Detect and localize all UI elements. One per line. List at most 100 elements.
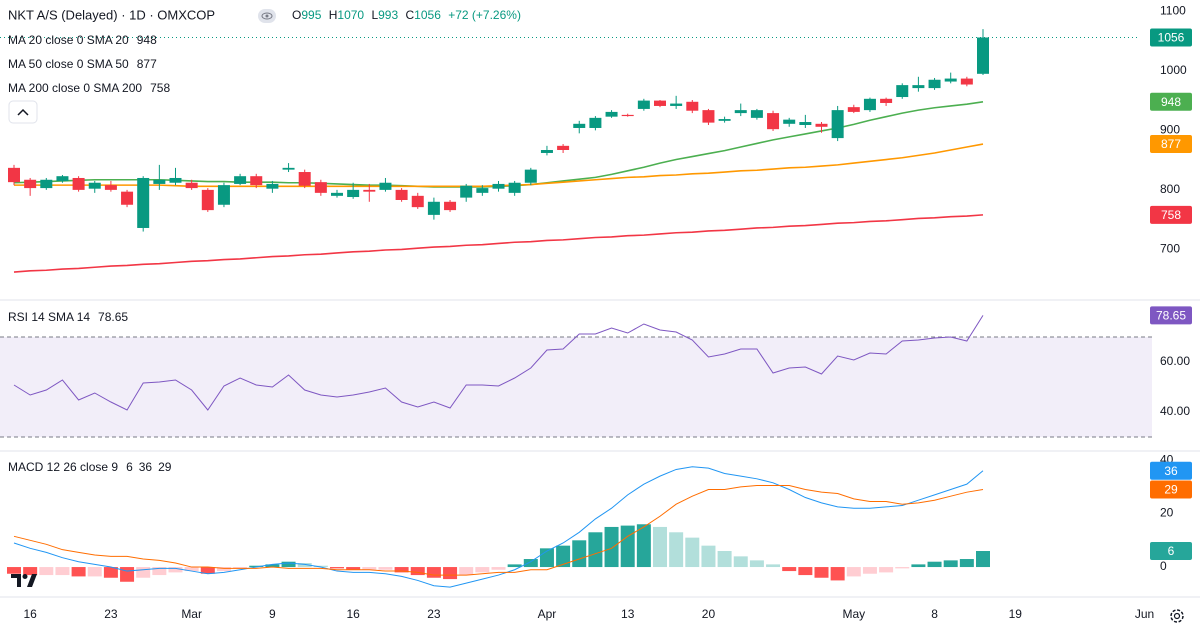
candle-body: [783, 119, 796, 124]
histogram-bar: [862, 567, 877, 574]
histogram-bar: [911, 564, 926, 568]
x-tick-label: Apr: [538, 607, 557, 621]
candle-body: [508, 182, 521, 193]
histogram-bar: [943, 560, 958, 568]
histogram-bar: [55, 567, 70, 576]
open-label: O: [292, 8, 301, 22]
x-tick-label: May: [842, 607, 865, 621]
histogram-bar: [394, 567, 409, 573]
legend-name: MA 50 close 0 SMA 50: [8, 57, 129, 71]
candle-body: [88, 182, 101, 189]
candle-body: [767, 113, 780, 130]
chart-title: NKT A/S (Delayed) · 1D · OMXCOP: [8, 7, 215, 22]
candle-body: [137, 177, 150, 228]
candle-body: [72, 177, 85, 190]
ma-value-label-box: [1150, 205, 1192, 224]
y-tick-label: 60.00: [1160, 354, 1190, 368]
histogram-bar: [152, 567, 167, 576]
histogram-bar: [653, 526, 667, 568]
ma-value-label-box: [1150, 92, 1192, 111]
legend-value: 948: [137, 33, 157, 47]
histogram-bar: [572, 540, 587, 568]
histogram-bar: [249, 565, 264, 568]
histogram-bar: [766, 564, 781, 568]
change: +72 (+7.26%): [448, 8, 521, 22]
candle-body: [524, 169, 537, 183]
histogram-bar: [103, 567, 118, 578]
candle-body: [169, 177, 182, 183]
ma-value-label-box: [1150, 135, 1192, 154]
histogram-bar: [378, 567, 393, 570]
histogram-bar: [491, 567, 506, 570]
candle-body: [702, 110, 715, 123]
histogram-bar: [507, 564, 522, 568]
histogram-bar: [927, 561, 942, 568]
ohlc-readout: O995 H1070 L993 C1056 +72 (+7.26%): [292, 8, 521, 22]
candle-body: [250, 176, 263, 186]
histogram-bar: [814, 567, 829, 578]
histogram-bar: [184, 567, 199, 572]
candle-body: [185, 182, 198, 189]
candle-body: [944, 78, 957, 82]
collapse-legend-button[interactable]: [8, 100, 38, 124]
indicator-value-label: 36: [1164, 464, 1178, 478]
high-value: 1070: [337, 8, 364, 22]
candle-body: [718, 119, 731, 121]
candle-body: [928, 79, 941, 89]
histogram-bar: [233, 567, 248, 569]
candle-body: [492, 183, 505, 189]
legend-value: 758: [150, 81, 170, 95]
histogram-bar: [297, 563, 312, 568]
candle-body: [460, 185, 473, 198]
indicator-value-label-box: [1150, 461, 1192, 480]
candle-body: [234, 176, 247, 184]
x-tick-label: 8: [931, 607, 938, 621]
legend-name: MACD 12 26 close 9: [8, 460, 118, 474]
candle-body: [266, 183, 279, 189]
y-tick-label: 700: [1160, 242, 1180, 256]
histogram-bar: [23, 567, 38, 576]
candle-body: [637, 100, 650, 109]
histogram-bar: [313, 565, 328, 568]
last-price-label: 1056: [1158, 31, 1185, 45]
x-tick-label: 20: [702, 607, 716, 621]
legend-name: MA 200 close 0 SMA 200: [8, 81, 142, 95]
histogram-bar: [426, 567, 441, 578]
candle-body: [476, 188, 489, 193]
candle-body: [8, 167, 20, 183]
histogram-bar: [281, 561, 296, 568]
candle-body: [121, 191, 134, 205]
ma-value-label: 758: [1161, 208, 1181, 222]
histogram-bar: [120, 567, 135, 582]
candle-body: [799, 122, 812, 125]
histogram-bar: [410, 567, 425, 576]
ma-value-label: 948: [1161, 95, 1181, 109]
histogram-bar: [523, 559, 538, 568]
x-tick-label: 9: [269, 607, 276, 621]
candle-body: [379, 182, 392, 190]
close-value: 1056: [414, 8, 441, 22]
histogram-bar: [39, 567, 54, 576]
y-tick-label: 900: [1160, 123, 1180, 137]
candle-body: [557, 145, 570, 150]
high-label: H: [329, 8, 338, 22]
indicator-value-label-box: [1150, 480, 1192, 499]
x-tick-label: Jun: [1135, 607, 1154, 621]
visibility-toggle[interactable]: [258, 9, 276, 23]
indicator-line: [13, 466, 984, 588]
candle-body: [912, 85, 925, 89]
y-tick-label: 800: [1160, 182, 1180, 196]
legend-name: MA 20 close 0 SMA 20: [8, 33, 129, 47]
x-tick-label: 13: [621, 607, 635, 621]
y-tick-label: 1100: [1160, 3, 1186, 17]
candle-body: [847, 107, 860, 112]
candle-body: [880, 98, 893, 103]
y-tick-label: 0: [1160, 559, 1167, 573]
histogram-bar: [265, 564, 280, 568]
candle-body: [331, 192, 343, 196]
candle-body: [654, 100, 666, 106]
settings-button[interactable]: [1170, 609, 1184, 623]
legend-name: RSI 14 SMA 14: [8, 310, 90, 324]
candle-body: [977, 37, 989, 74]
